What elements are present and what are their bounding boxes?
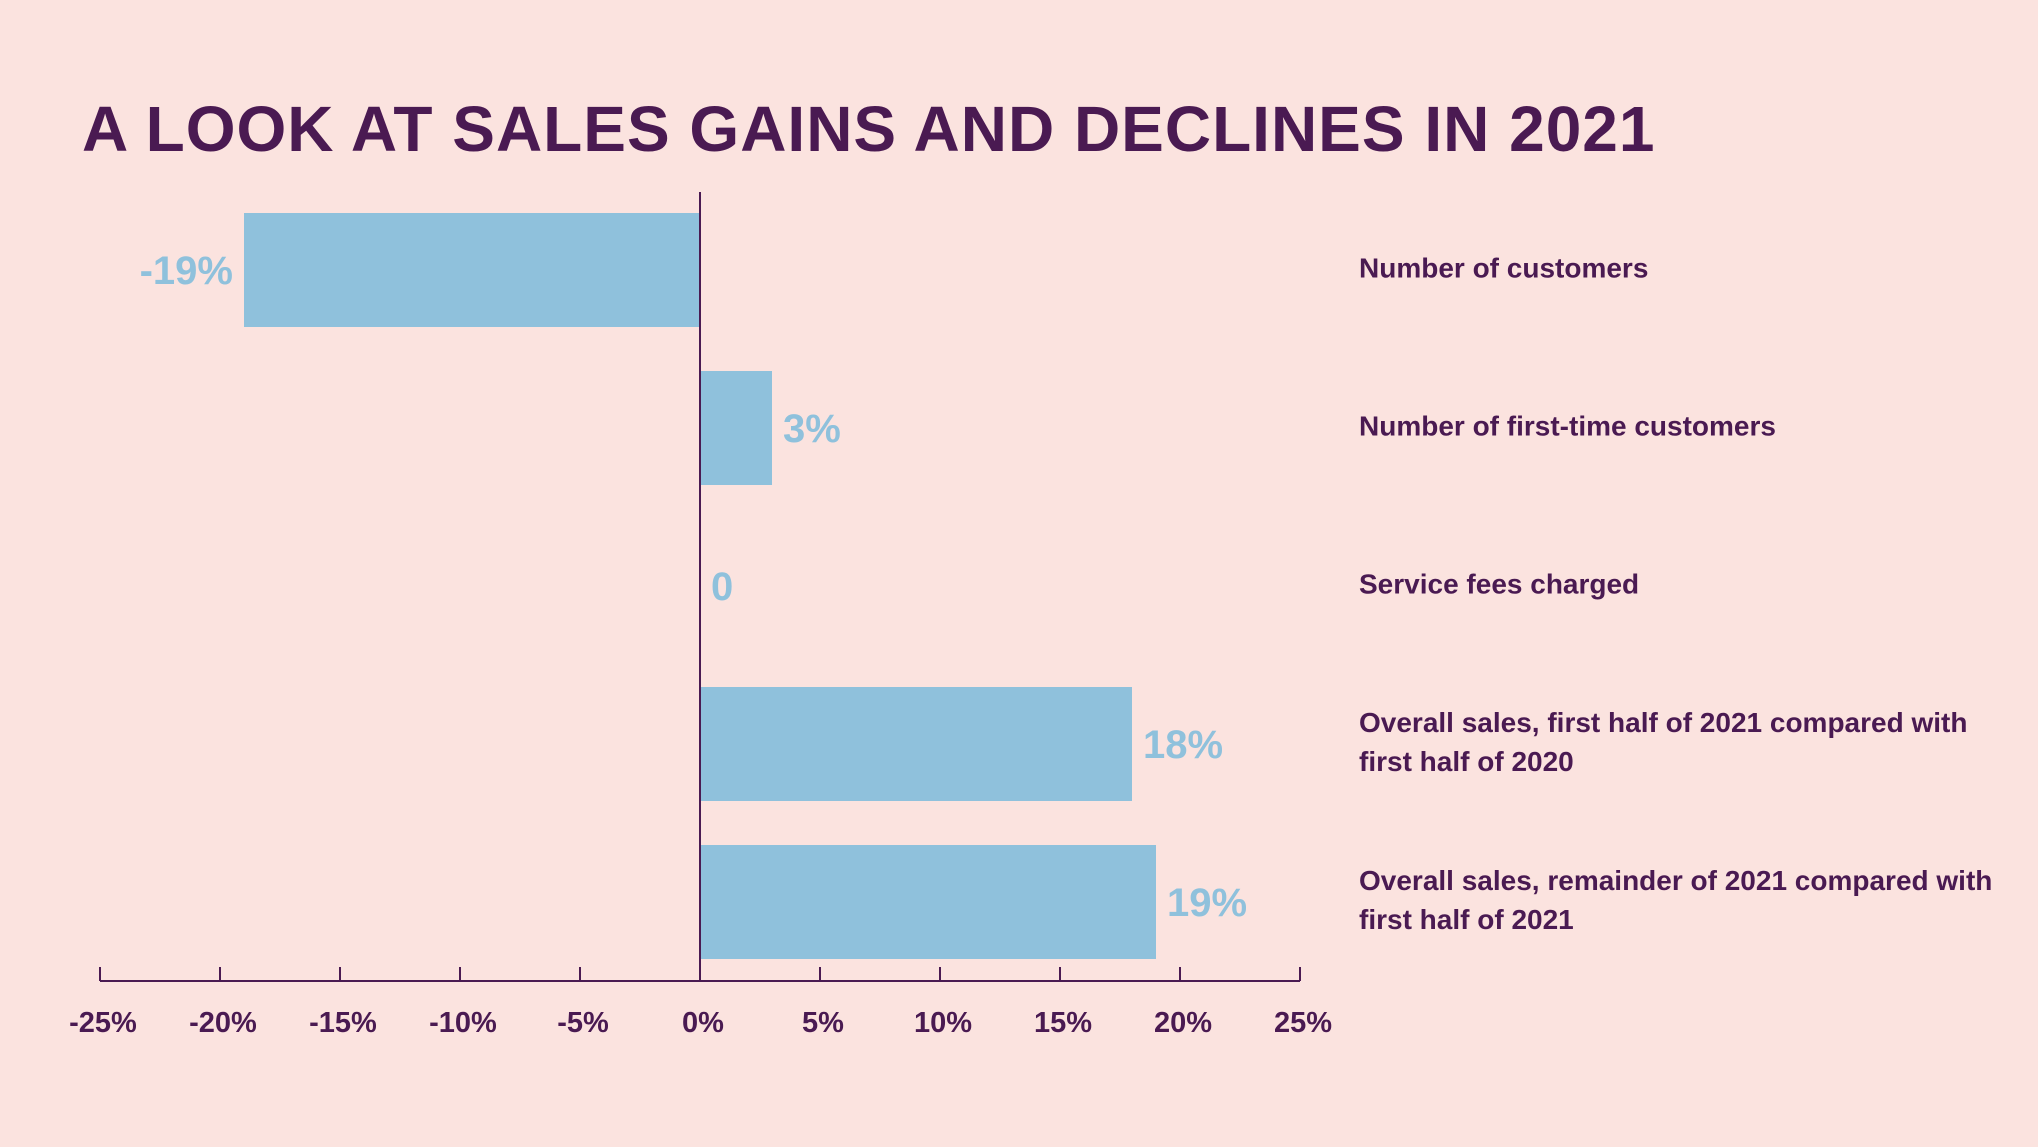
category-label: Overall sales, remainder of 2021 compare… [1359,865,1993,935]
data-label: 18% [1143,723,1223,767]
x-tick-label: 25% [1274,1007,1332,1039]
chart-title: A LOOK AT SALES GAINS AND DECLINES IN 20… [82,93,1656,165]
bar [244,213,700,327]
x-tick-label: 10% [914,1007,972,1039]
category-label: Service fees charged [1359,568,1640,600]
x-tick-label: -10% [429,1007,497,1039]
data-label: 3% [783,407,841,451]
bar [700,371,772,485]
x-tick-label: 5% [802,1007,844,1039]
bar [700,845,1156,959]
x-tick-label: 15% [1034,1007,1092,1039]
x-tick-label: -25% [69,1007,137,1039]
data-label: 0 [711,565,733,609]
x-tick-label: -5% [557,1007,609,1039]
category-label: Number of first-time customers [1359,410,1776,442]
x-tick-label: -20% [189,1007,257,1039]
category-label: Overall sales, first half of 2021 compar… [1359,707,1968,777]
x-tick-label: -15% [309,1007,377,1039]
x-tick-label: 20% [1154,1007,1212,1039]
data-label: -19% [140,249,233,293]
bar [700,687,1132,801]
data-label: 19% [1167,881,1247,925]
x-tick-label: 0% [682,1007,724,1039]
category-label: Number of customers [1359,252,1649,284]
